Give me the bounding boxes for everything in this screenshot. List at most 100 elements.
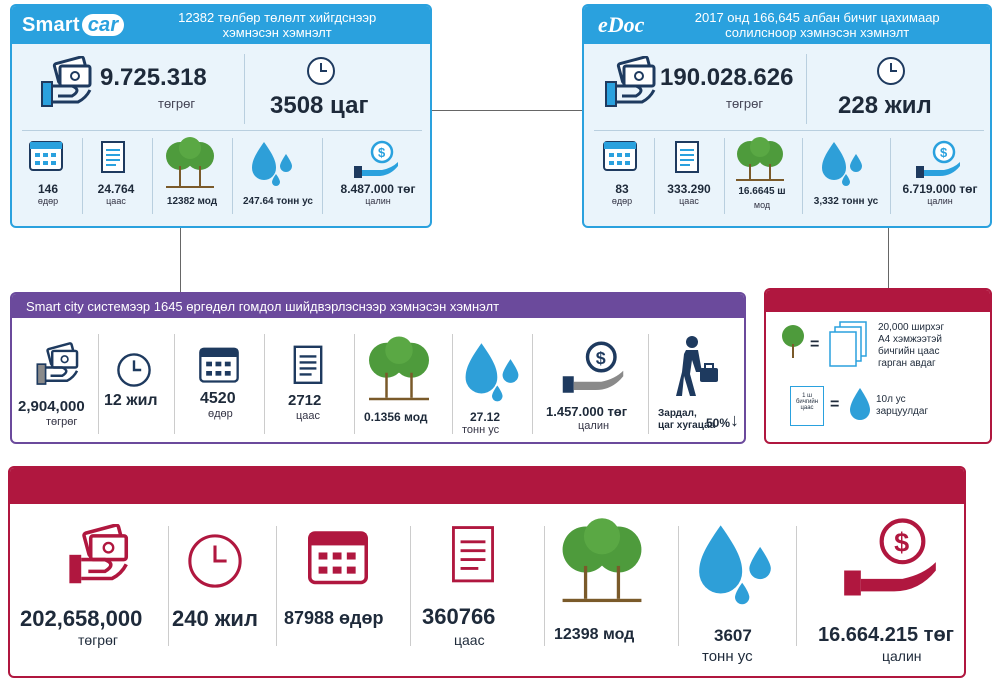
smartcity-panel: Smart city системээр 1645 өргөдөл гомдол… — [10, 292, 746, 444]
legend-panel: = 20,000 ширхэг А4 хэмжээтэй бичгийн цаас г… — [764, 288, 992, 444]
total-trees: 12398 мод — [554, 626, 635, 643]
connector-line — [888, 228, 889, 288]
water-drops-icon — [692, 518, 778, 608]
smartcar-title: 12382 төлбөр төлөлт хийгдснээр хэмнэсэн х… — [178, 10, 377, 40]
stat-label: мод — [753, 200, 771, 210]
edoc-panel: eDoc 2017 онд 166,645 албан бичиг цахима… — [582, 4, 992, 228]
money-hand-icon — [34, 342, 82, 388]
calendar-icon — [602, 138, 642, 172]
stat-value: 12382 мод — [166, 196, 218, 207]
total-water-value: 3607 — [714, 626, 752, 645]
document-icon — [98, 140, 132, 176]
total-money-value: 202,658,000 — [20, 606, 143, 631]
connector-line — [432, 110, 582, 111]
stat-value: 83 — [615, 182, 629, 196]
equals-sign: = — [810, 336, 820, 353]
stat-value: 146 — [37, 182, 59, 196]
stat-value: 247.64 тонн ус — [243, 196, 313, 207]
water-drops-icon — [460, 338, 524, 404]
calendar-icon — [198, 344, 240, 384]
smartcity-salary-value: 1.457.000 төг — [546, 404, 628, 419]
trees-icon — [364, 334, 434, 404]
document-icon — [446, 524, 500, 588]
smartcity-title: Smart city системээр 1645 өргөдөл гомдол… — [12, 294, 744, 318]
clock-icon — [116, 352, 152, 388]
smartcity-cost-pct: 50% — [706, 416, 731, 430]
smartcar-header: Smart car 12382 төлбөр төлөлт хийгдснээр х… — [12, 6, 430, 44]
edoc-logo: eDoc — [598, 12, 645, 37]
stat-value: 24.764 — [97, 182, 135, 196]
stat-value: 6.719.000 төг — [902, 182, 978, 196]
stat-label: өдөр — [611, 196, 633, 206]
money-hand-icon — [64, 524, 134, 588]
total-days: 87988 өдөр — [284, 608, 384, 628]
svg-text:$: $ — [378, 145, 386, 160]
svg-text:$: $ — [940, 145, 948, 160]
total-money-unit: төгрөг — [78, 632, 118, 648]
stat-label: цалин — [365, 196, 391, 206]
smartcar-panel: Smart car 12382 төлбөр төлөлт хийгдснээр х… — [10, 4, 432, 228]
tree-icon — [780, 324, 806, 360]
connector-line — [180, 228, 181, 292]
edoc-money-value: 190.028.626 — [660, 64, 794, 91]
document-icon — [290, 344, 326, 388]
total-paper-value: 360766 — [422, 604, 496, 629]
edoc-time-value: 228 жил — [838, 92, 932, 119]
stat-label: цалин — [927, 196, 953, 206]
edoc-title: 2017 онд 166,645 албан бичиг цахимаар сол… — [694, 10, 940, 40]
clock-icon — [186, 532, 244, 590]
smartcar-money-value: 9.725.318 — [100, 64, 207, 91]
paper-stack-icon — [826, 320, 870, 368]
calendar-icon — [306, 526, 370, 586]
smartcity-paper-label: цаас — [296, 410, 321, 422]
clock-icon — [876, 56, 906, 86]
smartcity-water-value: 27.12 — [470, 410, 501, 424]
salary-hand-icon: $ — [840, 516, 940, 600]
smartcity-trees: 0.1356 мод — [364, 410, 428, 424]
salary-hand-icon: $ — [914, 140, 964, 180]
water-drops-icon — [818, 138, 868, 188]
smartcity-water-label: тонн ус — [462, 424, 500, 436]
legend-paper-text: 20,000 ширхэг А4 хэмжээтэй бичгийн цаас гар… — [878, 322, 945, 369]
salary-hand-icon: $ — [560, 340, 626, 396]
down-arrow-icon: ↓ — [730, 410, 739, 430]
smartcity-salary-label: цалин — [578, 420, 610, 432]
trees-icon — [162, 136, 222, 190]
total-water-label: тонн ус — [702, 648, 753, 665]
stat-label: цаас — [679, 196, 699, 206]
smartcity-money-unit: төгрөг — [46, 416, 78, 428]
stat-value: 333.290 — [667, 182, 711, 196]
smartcity-paper-value: 2712 — [288, 392, 322, 409]
total-salary-value: 16.664.215 төг — [818, 624, 954, 646]
smartcity-days-value: 4520 — [200, 390, 236, 407]
smartcar-logo: Smart car — [12, 13, 125, 37]
water-drops-icon — [248, 138, 298, 188]
stat-value: 3,332 тонн ус — [813, 196, 879, 207]
total-panel: 202,658,000 төгрөг 240 жил 87988 өдөр 36… — [8, 466, 966, 678]
smartcity-days-label: өдөр — [208, 408, 233, 420]
trees-icon — [732, 136, 792, 182]
smartcar-time-value: 3508 цаг — [270, 92, 369, 119]
stat-value: 16.6645 ш — [738, 186, 786, 197]
clock-icon — [306, 56, 336, 86]
equals-sign: = — [830, 396, 840, 413]
total-years: 240 жил — [172, 606, 258, 631]
svg-text:$: $ — [894, 527, 909, 558]
smartcar-money-unit: төгрөг — [158, 96, 196, 111]
stat-label: өдөр — [37, 196, 59, 206]
stat-value: 8.487.000 төг — [340, 182, 416, 196]
money-hand-icon — [38, 56, 96, 110]
svg-text:$: $ — [596, 348, 606, 368]
single-paper-icon: 1 ш бичгийн цаас — [790, 386, 824, 426]
money-hand-icon — [602, 56, 660, 110]
smartcity-money-value: 2,904,000 — [18, 398, 85, 415]
walking-person-icon — [674, 334, 720, 400]
edoc-money-unit: төгрөг — [726, 96, 764, 111]
edoc-header: eDoc 2017 онд 166,645 албан бичиг цахима… — [584, 6, 990, 44]
stat-label: цаас — [106, 196, 126, 206]
trees-icon — [556, 516, 648, 606]
legend-water-text: 10л ус зарцуулдаг — [876, 394, 929, 417]
salary-hand-icon: $ — [352, 140, 402, 180]
total-salary-label: цалин — [882, 648, 922, 664]
calendar-icon — [28, 138, 68, 172]
